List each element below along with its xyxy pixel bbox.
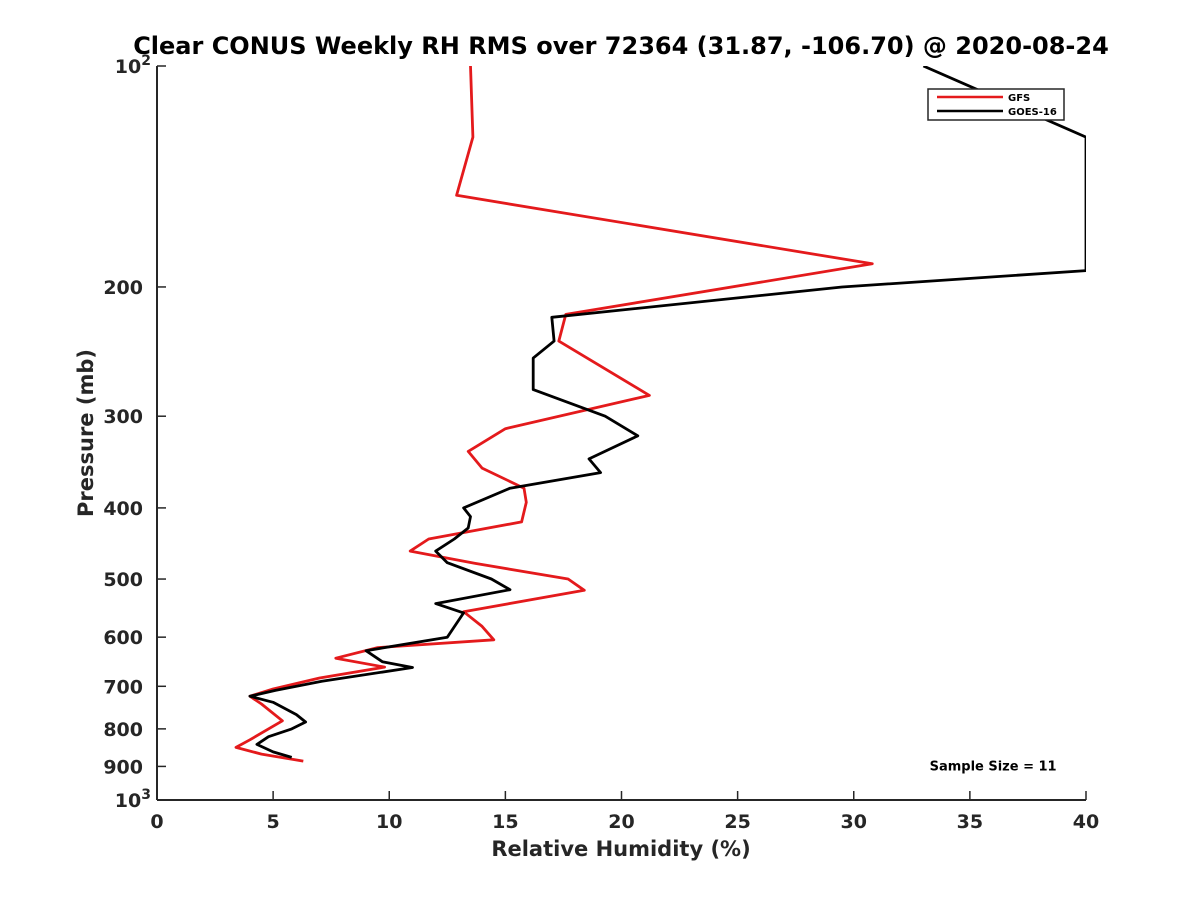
x-tick-label: 5 <box>267 811 280 833</box>
x-tick-label: 15 <box>492 811 518 833</box>
legend-label-goes16: GOES-16 <box>1008 107 1057 118</box>
x-tick-label: 40 <box>1073 811 1099 833</box>
x-tick-label: 20 <box>608 811 634 833</box>
y-tick-label: 500 <box>103 569 143 591</box>
legend-label-gfs: GFS <box>1008 93 1030 104</box>
y-tick-label: 400 <box>103 498 143 520</box>
x-tick-label: 30 <box>841 811 867 833</box>
y-tick-label: 800 <box>103 719 143 741</box>
y-tick-label: 200 <box>103 277 143 299</box>
y-axis-label: Pressure (mb) <box>74 349 98 517</box>
x-tick-label: 10 <box>376 811 402 833</box>
y-ticks: 102 200 300 400 500 600 700 800 900 103 <box>103 53 166 812</box>
y-tick-label: 600 <box>103 627 143 649</box>
chart-title: Clear CONUS Weekly RH RMS over 72364 (31… <box>133 32 1109 60</box>
x-axis-label: Relative Humidity (%) <box>491 837 750 861</box>
x-tick-label: 35 <box>957 811 983 833</box>
series-layer <box>234 66 1086 763</box>
x-ticks: 0 5 10 15 20 25 30 35 40 <box>150 791 1099 833</box>
series-line-goes16 <box>248 66 1086 759</box>
y-tick-label: 300 <box>103 406 143 428</box>
y-tick-label: 103 <box>115 787 151 812</box>
x-tick-label: 25 <box>724 811 750 833</box>
legend-box <box>927 88 1065 121</box>
axes-layer <box>156 66 1086 801</box>
y-tick-label: 102 <box>115 53 151 78</box>
legend: GFS GOES-16 <box>927 88 1065 121</box>
y-tick-label: 700 <box>103 676 143 698</box>
series-line-gfs <box>234 66 874 763</box>
y-tick-label: 900 <box>103 756 143 778</box>
sample-size-annotation: Sample Size = 11 <box>930 760 1057 775</box>
x-tick-label: 0 <box>150 811 163 833</box>
